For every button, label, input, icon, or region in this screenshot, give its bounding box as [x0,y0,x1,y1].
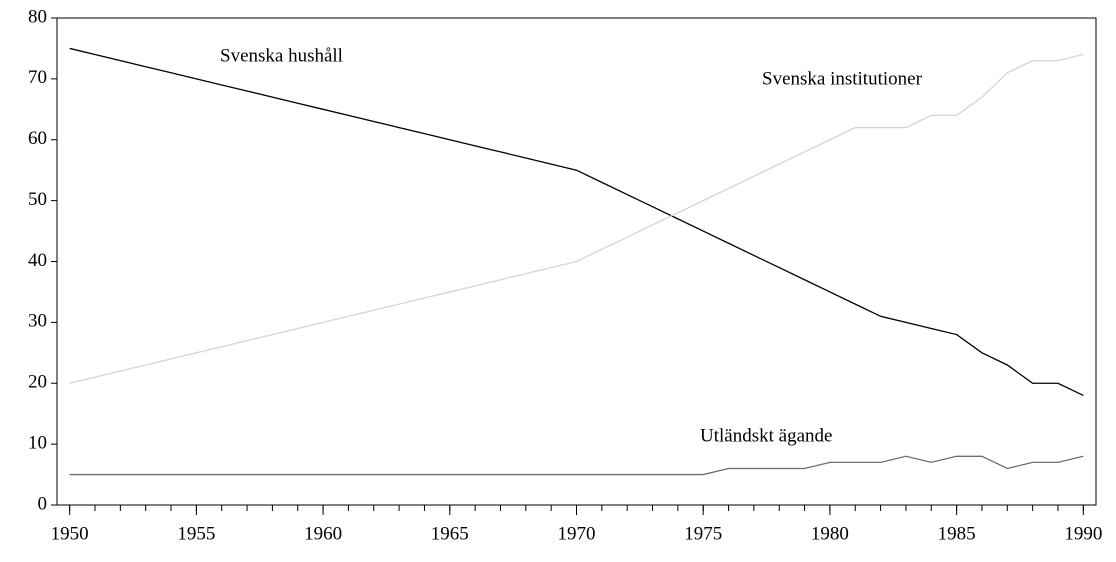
y-tick-label: 0 [38,493,48,514]
x-tick-label: 1955 [177,523,215,544]
series-label: Svenska institutioner [762,68,923,89]
series-label: Utländskt ägande [700,425,832,446]
y-tick-label: 50 [28,189,47,210]
x-tick-label: 1950 [51,523,89,544]
x-tick-label: 1985 [938,523,976,544]
y-tick-label: 60 [28,128,47,149]
y-tick-label: 30 [28,311,47,332]
y-tick-label: 10 [28,432,47,453]
y-tick-label: 20 [28,372,47,393]
x-tick-label: 1965 [431,523,469,544]
y-tick-label: 70 [28,67,47,88]
x-tick-label: 1960 [304,523,342,544]
x-tick-label: 1980 [811,523,849,544]
x-tick-label: 1975 [684,523,722,544]
y-tick-label: 40 [28,250,47,271]
series-line [69,53,1084,384]
series-line [69,47,1084,397]
series-label: Svenska hushåll [220,45,343,66]
y-tick-label: 80 [28,6,47,27]
series-line [69,455,1084,476]
x-tick-label: 1970 [558,523,596,544]
x-tick-label: 1990 [1064,523,1102,544]
